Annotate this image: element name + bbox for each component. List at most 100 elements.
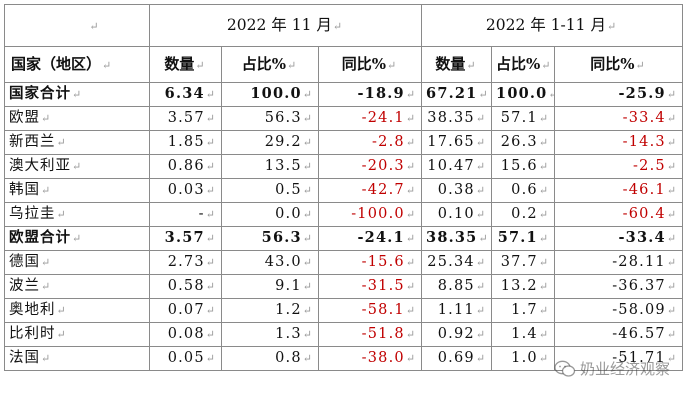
ytd-yoy-value: -51.71 xyxy=(612,350,666,366)
month-yoy-value: -100.0 xyxy=(351,206,405,222)
ytd-qty-cell: 67.21↵ xyxy=(421,82,493,107)
return-mark: ↵ xyxy=(41,352,51,365)
month-qty-value: 1.85 xyxy=(167,134,205,150)
month-yoy-cell: -31.5↵ xyxy=(317,274,423,299)
col-yoy-ytd-header: 同比%↵ xyxy=(554,46,684,83)
return-mark: ↵ xyxy=(205,184,215,197)
return-mark: ↵ xyxy=(405,232,416,245)
return-mark: ↵ xyxy=(538,232,549,245)
table-row: 德国↵ 2.73↵ 43.0↵ -15.6↵ 25.34↵ 37.7↵ -28.11↵ xyxy=(4,250,684,275)
ytd-yoy-value: -58.09 xyxy=(612,302,666,318)
return-mark: ↵ xyxy=(538,136,549,149)
country-name-value: 欧盟合计 xyxy=(9,229,71,246)
return-mark: ↵ xyxy=(475,256,486,269)
return-mark: ↵ xyxy=(405,88,416,101)
return-mark: ↵ xyxy=(302,328,312,341)
country-name-cell: 欧盟↵ xyxy=(4,106,150,131)
ytd-share-cell: 0.2↵ xyxy=(491,202,556,227)
month-share-cell: 0.0↵ xyxy=(221,202,319,227)
return-mark: ↵ xyxy=(548,88,553,101)
country-name-cell: 法国↵ xyxy=(4,346,150,371)
ytd-qty-value: 67.21 xyxy=(426,85,478,102)
month-share-cell: 0.8↵ xyxy=(221,346,319,371)
ytd-share-cell: 57.1↵ xyxy=(491,106,556,131)
ytd-qty-value: 0.69 xyxy=(437,350,475,366)
country-name-value: 法国 xyxy=(9,350,40,366)
return-mark: ↵ xyxy=(405,184,416,197)
month-qty-value: 6.34 xyxy=(164,85,205,102)
return-mark: ↵ xyxy=(538,352,549,365)
month-qty-value: 0.07 xyxy=(167,302,205,318)
ytd-yoy-cell: -46.1↵ xyxy=(554,178,684,203)
import-stats-table: ↵ 2022 年 11 月↵ 2022 年 1-11 月↵ 国家（地区）↵ 数量… xyxy=(4,4,684,371)
month-share-value: 0.5 xyxy=(275,182,302,198)
return-mark: ↵ xyxy=(666,112,677,125)
table-row: 欧盟↵ 3.57↵ 56.3↵ -24.1↵ 38.35↵ 57.1↵ -33.4↵ xyxy=(4,106,684,131)
return-mark: ↵ xyxy=(302,184,312,197)
country-name-value: 韩国 xyxy=(9,182,40,198)
table-row: 国家合计↵6.34↵100.0↵-18.9↵67.21↵100.0↵-25.9↵ xyxy=(4,82,684,107)
month-qty-cell: 0.86↵ xyxy=(149,154,222,179)
ytd-yoy-cell: -14.3↵ xyxy=(554,130,684,155)
month-yoy-cell: -18.9↵ xyxy=(317,82,423,107)
country-name-value: 波兰 xyxy=(9,278,40,294)
ytd-qty-value: 17.65 xyxy=(427,134,475,150)
month-share-cell: 13.5↵ xyxy=(221,154,319,179)
month-share-cell: 1.2↵ xyxy=(221,298,319,323)
month-share-cell: 43.0↵ xyxy=(221,250,319,275)
col-qty-ytd-header: 数量↵ xyxy=(421,46,493,83)
month-yoy-cell: -20.3↵ xyxy=(317,154,423,179)
ytd-yoy-cell: -60.4↵ xyxy=(554,202,684,227)
month-qty-cell: 3.57↵ xyxy=(149,106,222,131)
month-qty-cell: 0.08↵ xyxy=(149,322,222,347)
return-mark: ↵ xyxy=(666,232,677,245)
return-mark: ↵ xyxy=(405,280,416,293)
month-yoy-value: -51.8 xyxy=(361,326,405,342)
month-qty-cell: 1.85↵ xyxy=(149,130,222,155)
ytd-qty-cell: 0.92↵ xyxy=(421,322,493,347)
ytd-yoy-value: -14.3 xyxy=(622,134,666,150)
ytd-share-value: 100.0 xyxy=(496,85,548,102)
month-share-value: 0.8 xyxy=(275,350,302,366)
ytd-share-value: 15.6 xyxy=(500,158,538,174)
ytd-yoy-cell: -28.11↵ xyxy=(554,250,684,275)
table-row: 澳大利亚↵ 0.86↵ 13.5↵ -20.3↵ 10.47↵ 15.6↵ -2.5↵ xyxy=(4,154,684,179)
ytd-share-value: 57.1 xyxy=(497,229,538,246)
ytd-qty-value: 38.35 xyxy=(426,229,478,246)
ytd-yoy-cell: -33.4↵ xyxy=(554,226,684,251)
return-mark: ↵ xyxy=(302,112,312,125)
country-name-value: 比利时 xyxy=(9,326,56,342)
return-mark: ↵ xyxy=(405,352,416,365)
month-qty-value: 0.86 xyxy=(167,158,205,174)
return-mark: ↵ xyxy=(205,352,215,365)
return-mark: ↵ xyxy=(666,328,677,341)
table-row: 比利时↵ 0.08↵ 1.3↵ -51.8↵ 0.92↵ 1.4↵ -46.57↵ xyxy=(4,322,684,347)
month-qty-cell: 2.73↵ xyxy=(149,250,222,275)
month-share-value: 56.3 xyxy=(261,229,302,246)
ytd-qty-value: 25.34 xyxy=(427,254,475,270)
return-mark: ↵ xyxy=(205,136,215,149)
ytd-yoy-value: -28.11 xyxy=(612,254,666,270)
return-mark: ↵ xyxy=(475,112,486,125)
month-qty-value: 2.73 xyxy=(167,254,205,270)
return-mark: ↵ xyxy=(405,208,416,221)
return-mark: ↵ xyxy=(405,328,416,341)
return-mark: ↵ xyxy=(666,256,677,269)
ytd-yoy-cell: -58.09↵ xyxy=(554,298,684,323)
return-mark: ↵ xyxy=(205,256,215,269)
month-qty-value: - xyxy=(198,206,205,222)
ytd-share-value: 57.1 xyxy=(500,110,538,126)
month-qty-value: 0.05 xyxy=(167,350,205,366)
return-mark: ↵ xyxy=(475,184,486,197)
table-row: 波兰↵ 0.58↵ 9.1↵ -31.5↵ 8.85↵ 13.2↵ -36.37↵ xyxy=(4,274,684,299)
ytd-qty-cell: 8.85↵ xyxy=(421,274,493,299)
month-yoy-value: -42.7 xyxy=(361,182,405,198)
header-row-columns: 国家（地区）↵ 数量↵ 占比%↵ 同比%↵ 数量↵ 占比%↵ 同比%↵ xyxy=(4,46,684,83)
return-mark: ↵ xyxy=(666,136,677,149)
month-share-cell: 9.1↵ xyxy=(221,274,319,299)
return-mark: ↵ xyxy=(666,88,677,101)
ytd-qty-value: 38.35 xyxy=(427,110,475,126)
ytd-share-value: 0.2 xyxy=(511,206,538,222)
data-table-container: ↵ 2022 年 11 月↵ 2022 年 1-11 月↵ 国家（地区）↵ 数量… xyxy=(4,4,684,400)
ytd-yoy-value: -33.4 xyxy=(618,229,666,246)
